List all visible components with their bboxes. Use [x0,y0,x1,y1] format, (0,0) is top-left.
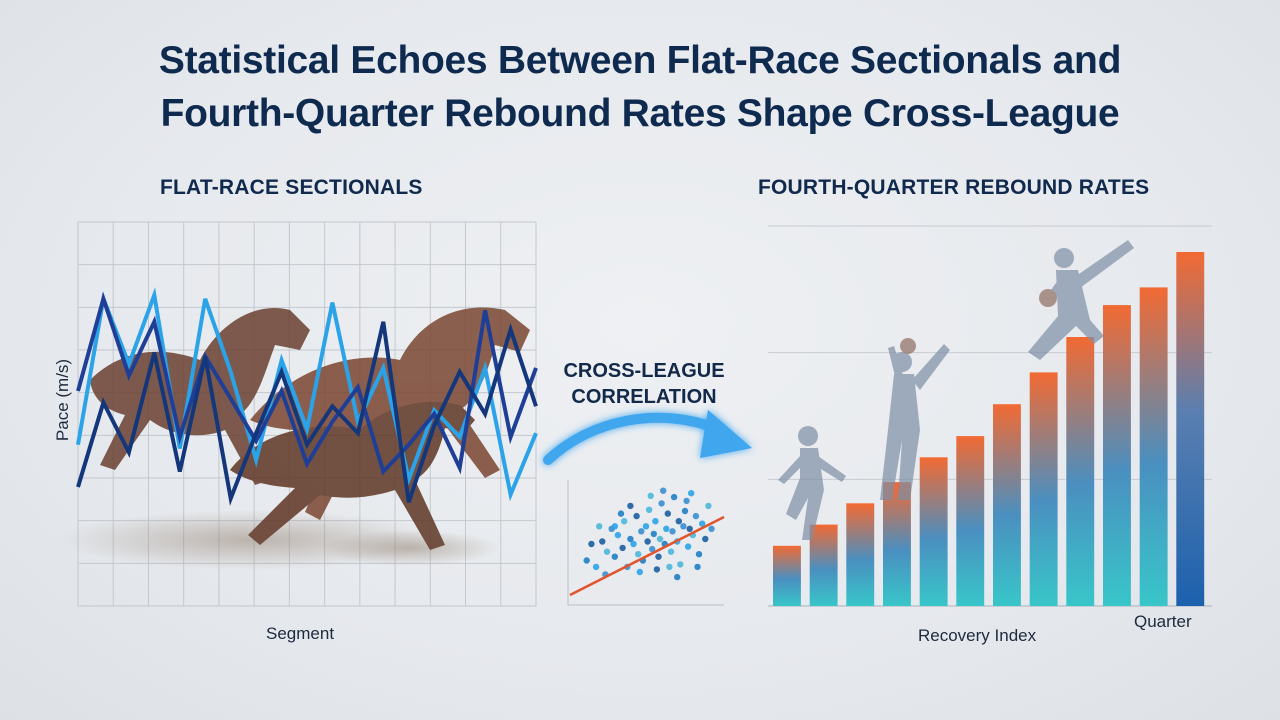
scatter-point [680,523,687,530]
correlation-label-line-1: CROSS-LEAGUE [563,360,725,382]
scatter-point [702,535,709,543]
scatter-point [699,520,706,527]
line-series-2 [76,291,538,476]
scatter-point [583,557,590,564]
line-series-1 [76,287,538,502]
bar [1139,287,1168,606]
title-line-1: Statistical Echoes Between Flat-Race Sec… [158,39,1122,82]
scatter-point [627,535,634,543]
bar [919,457,948,606]
scatter-point [633,512,640,520]
arrow-curve-icon [543,412,725,465]
scatter-point [677,561,684,568]
bar [956,436,985,606]
line-chart-x-axis-label: Segment [266,624,335,643]
scatter-point [617,510,625,517]
scatter-point [664,510,671,517]
scatter-point [611,523,618,530]
scatter-point [674,573,681,581]
scatter-points [583,487,715,581]
bar [883,482,911,606]
scatter-point [619,544,626,552]
scatter-point [655,553,662,560]
scatter-point [645,506,653,513]
line-series-group [76,287,538,506]
scatter-point [647,492,654,499]
scatter-point [658,500,665,507]
scatter-point [663,525,670,532]
scatter-point [667,548,675,555]
scatter-point [635,551,642,558]
line-chart [60,221,538,607]
scatter-point [621,518,628,525]
scatter-point [675,518,682,525]
scatter-chart [567,480,725,606]
scatter-point [705,502,712,510]
scatter-point [694,563,701,571]
scatter-point [692,512,700,520]
line-series-3 [76,321,538,506]
bar-chart [768,225,1212,607]
scatter-point [644,538,651,545]
scatter-point [660,487,667,494]
bar [1066,337,1095,606]
scatter-point [681,507,689,515]
scatter-point [666,563,673,571]
scatter-point [596,523,603,530]
line-chart-y-axis-label: Pace (m/s) [53,358,72,442]
correlation-link [543,410,752,465]
scatter-point [636,568,643,576]
scatter-point [614,531,622,539]
title-line-2: Fourth-Quarter Rebound Rates Shape Cross… [160,92,1120,135]
bar-chart-x-axis-label: Recovery Index [918,626,1037,645]
scatter-point [708,525,715,532]
bar [773,545,801,606]
bar [993,404,1021,606]
scatter-point [652,518,659,525]
scatter-point [630,540,637,548]
scatter-point [650,530,657,538]
basketball-player-silhouette [778,240,1134,540]
scatter-point [592,563,600,571]
scatter-point [688,490,695,497]
scatter-point [656,535,664,543]
scatter-point [599,538,606,545]
bar [809,524,838,606]
bar [1103,305,1131,606]
scatter-point [638,528,645,535]
scatter-point [683,497,690,505]
bar [1176,252,1205,606]
scatter-point [588,540,595,548]
correlation-label-line-2: CORRELATION [571,386,717,408]
bar-chart-title: FOURTH-QUARTER REBOUND RATES [758,176,1150,199]
bar-chart-grid [768,225,1212,607]
page-title: Statistical Echoes Between Flat-Race Sec… [0,34,1280,140]
scatter-point [642,523,650,530]
bar-series [773,252,1205,606]
scatter-point [686,525,693,532]
arrow-head-icon [700,410,752,458]
scatter-point [653,566,661,573]
scatter-point [670,493,678,501]
bar [846,503,875,606]
scatter-point [627,502,634,510]
bar [1029,372,1058,606]
correlation-label: CROSS-LEAGUE CORRELATION [544,358,744,410]
line-chart-title: FLAT-RACE SECTIONALS [160,176,423,199]
scatter-point [611,553,618,560]
scatter-point [695,551,703,558]
bar-chart-secondary-x-label: Quarter [1134,612,1192,631]
scatter-point [669,528,676,535]
scatter-point [684,543,692,550]
scatter-point [603,548,611,555]
scatter-trend-line [569,515,725,597]
scatter-point [649,545,656,553]
